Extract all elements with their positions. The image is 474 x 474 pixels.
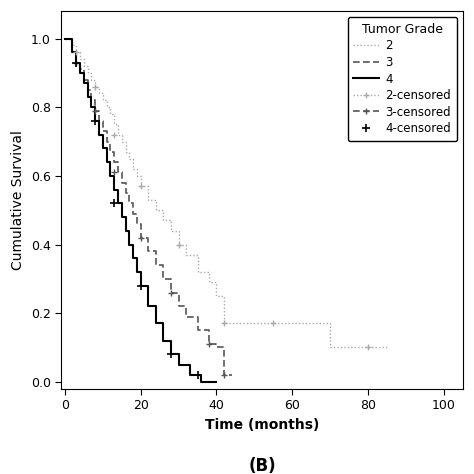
Y-axis label: Cumulative Survival: Cumulative Survival bbox=[11, 130, 25, 270]
Legend: 2, 3, 4, 2-censored, 3-censored, 4-censored: 2, 3, 4, 2-censored, 3-censored, 4-censo… bbox=[347, 17, 457, 141]
Text: (B): (B) bbox=[248, 456, 276, 474]
X-axis label: Time (months): Time (months) bbox=[205, 418, 319, 432]
